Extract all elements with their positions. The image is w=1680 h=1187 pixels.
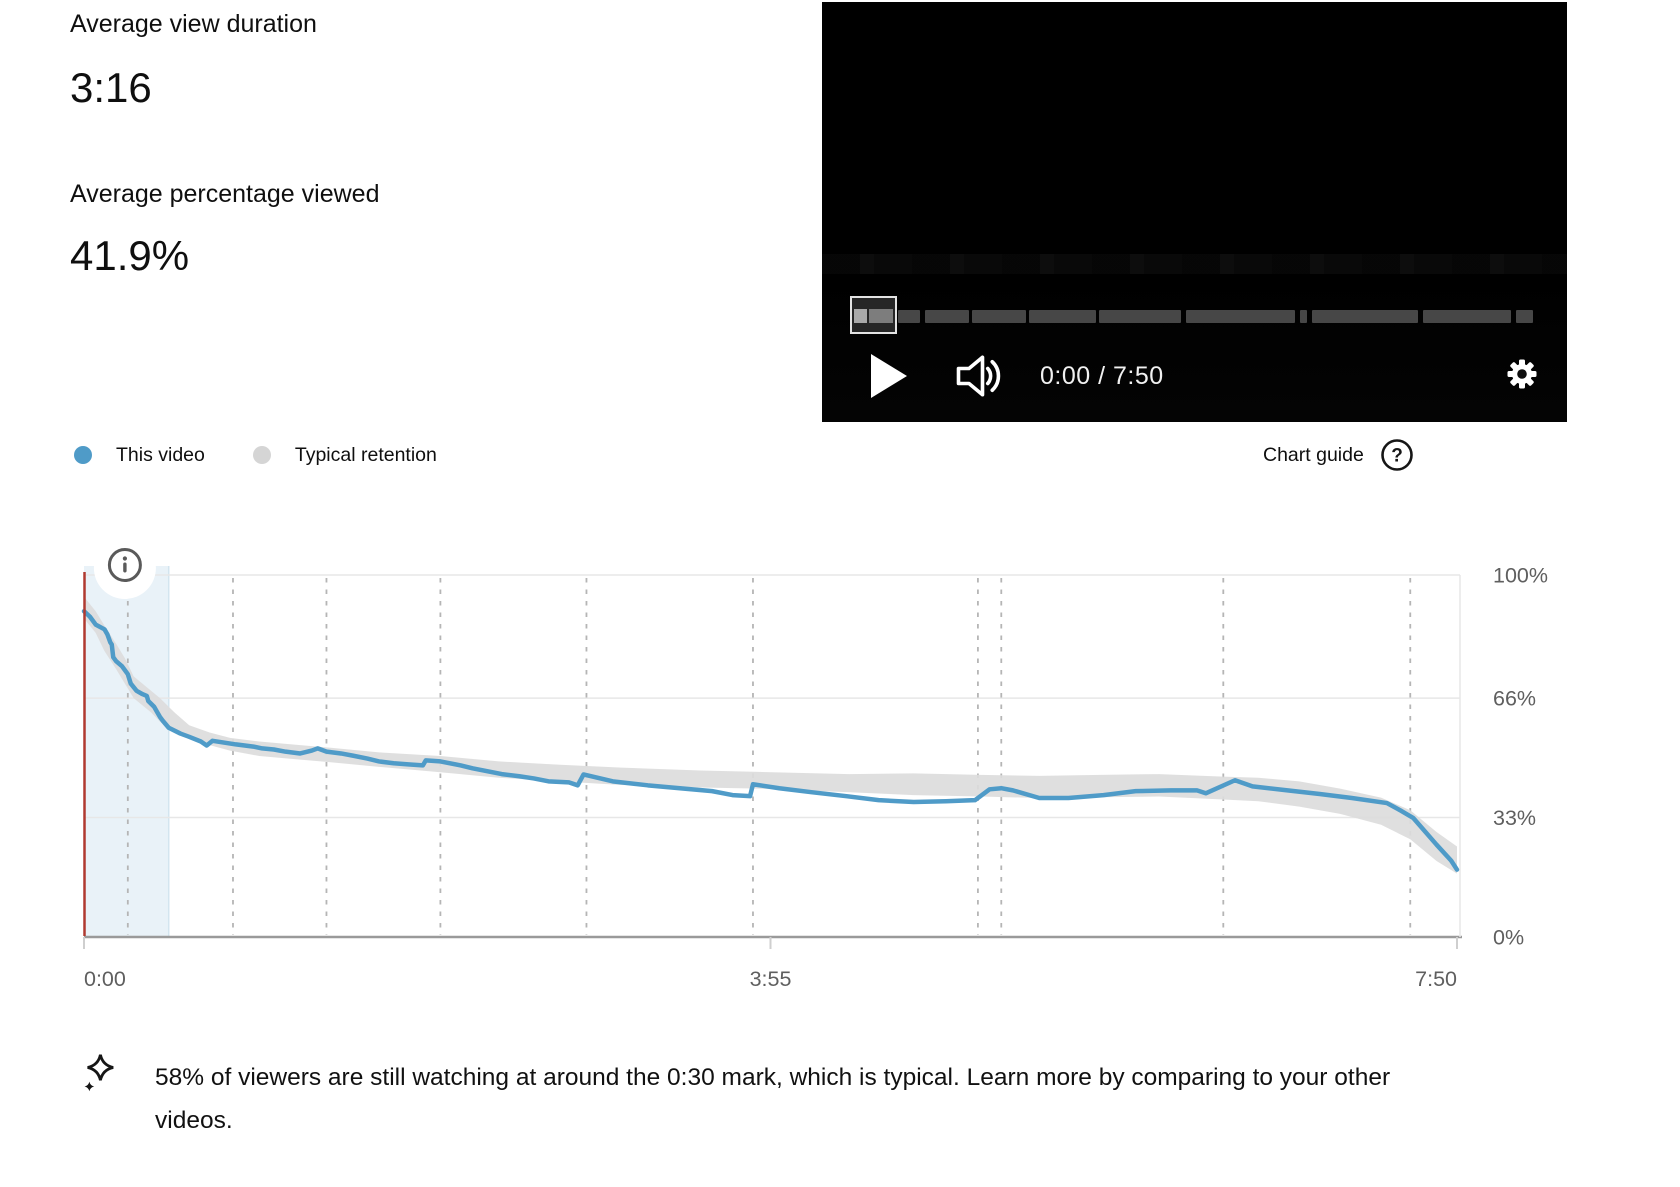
avg-view-duration-label: Average view duration xyxy=(70,10,317,38)
insight-text: 58% of viewers are still watching at aro… xyxy=(155,1064,1391,1134)
chart-legend: This video Typical retention xyxy=(74,440,437,470)
legend-this-video[interactable]: This video xyxy=(74,444,205,467)
y-tick-label: 0% xyxy=(1493,926,1524,950)
seek-preview-thumbnail xyxy=(854,309,867,323)
player-bottom-gradient xyxy=(822,272,1567,422)
retention-chart[interactable]: 0:00 3:55 7:50 100% 66% 33% 0% xyxy=(0,0,1680,1010)
chart-guide-button[interactable]: Chart guide ? xyxy=(1263,439,1414,471)
insight-sparkle-icon xyxy=(84,1054,114,1092)
svg-text:?: ? xyxy=(1391,446,1403,467)
avg-percentage-viewed-value: 41.9% xyxy=(70,232,190,279)
video-player[interactable]: 0:00 / 7:50 xyxy=(822,2,1567,422)
progress-segment[interactable] xyxy=(1423,310,1511,323)
play-icon[interactable] xyxy=(870,353,908,399)
chart-guide-label: Chart guide xyxy=(1263,443,1364,466)
x-tick-label: 7:50 xyxy=(1415,967,1457,991)
y-tick-label: 100% xyxy=(1493,564,1548,588)
legend-this-video-label: This video xyxy=(116,443,205,466)
progress-segment[interactable] xyxy=(1516,310,1533,323)
avg-view-duration-value: 3:16 xyxy=(70,64,152,111)
seek-position-marker[interactable] xyxy=(850,296,897,334)
this-video-dot-icon xyxy=(74,446,92,464)
info-icon[interactable] xyxy=(93,537,156,599)
y-tick-label: 33% xyxy=(1493,806,1536,830)
storyboard-strip xyxy=(822,254,1567,274)
legend-typical-label: Typical retention xyxy=(294,443,437,466)
y-tick-label: 66% xyxy=(1493,687,1536,711)
typical-retention-band xyxy=(84,596,1457,874)
progress-segment[interactable] xyxy=(972,310,1026,323)
settings-gear-icon[interactable] xyxy=(1498,350,1546,398)
seek-preview-thumbnail xyxy=(869,309,893,323)
this-video-line xyxy=(81,608,1460,872)
progress-segment[interactable] xyxy=(898,310,920,323)
help-question-icon[interactable]: ? xyxy=(1380,438,1414,472)
info-icon-dot xyxy=(122,556,127,561)
legend-typical-retention[interactable]: Typical retention xyxy=(252,443,437,467)
progress-segment[interactable] xyxy=(1099,310,1181,323)
x-tick-label: 0:00 xyxy=(84,967,126,991)
progress-segment[interactable] xyxy=(925,310,969,323)
progress-segment[interactable] xyxy=(1186,310,1295,323)
volume-icon[interactable] xyxy=(953,352,1009,400)
typical-retention-dot-icon xyxy=(252,446,271,464)
progress-segment[interactable] xyxy=(1312,310,1418,323)
player-time-display: 0:00 / 7:50 xyxy=(1040,362,1164,390)
info-icon-stem xyxy=(123,562,127,573)
avg-percentage-viewed-label: Average percentage viewed xyxy=(70,180,380,208)
progress-segment[interactable] xyxy=(1300,310,1307,323)
x-tick-label: 3:55 xyxy=(750,967,792,991)
progress-segment[interactable] xyxy=(1029,310,1096,323)
